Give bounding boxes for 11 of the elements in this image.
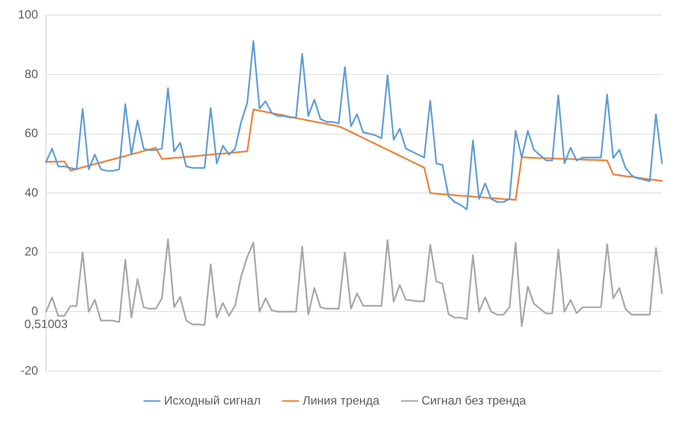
- legend-label: Сигнал без тренда: [421, 393, 526, 408]
- y-tick-label: 100: [18, 8, 38, 22]
- y-tick-label: 80: [24, 66, 38, 81]
- legend-label: Исходный сигнал: [164, 393, 261, 408]
- y-tick-label: -20: [20, 363, 38, 378]
- y-tick-label: 20: [24, 244, 38, 259]
- x-tick-label: 0,51003: [24, 317, 68, 332]
- y-tick-label: 40: [24, 185, 38, 200]
- y-tick-label: 60: [24, 126, 38, 140]
- legend-label: Линия тренда: [302, 393, 380, 408]
- y-tick-label: 0: [31, 304, 38, 318]
